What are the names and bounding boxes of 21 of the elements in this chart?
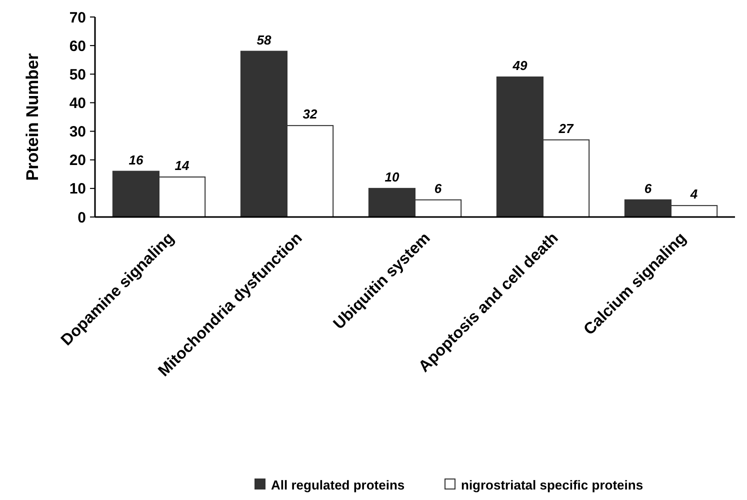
y-tick-label: 30 [69, 124, 86, 141]
data-label: 14 [174, 158, 190, 173]
data-label: 32 [302, 106, 318, 122]
data-label: 16 [128, 152, 144, 168]
y-tick-label: 0 [78, 209, 86, 226]
data-label: 27 [558, 120, 574, 136]
y-tick-label: 70 [69, 9, 86, 26]
y-tick-label: 10 [69, 180, 86, 198]
y-tick-label: 60 [69, 38, 86, 55]
y-tick-label: 40 [69, 94, 86, 112]
data-label: 6 [644, 180, 652, 196]
legend-label: All regulated proteins [271, 478, 405, 493]
y-tick-label: 20 [69, 152, 86, 170]
data-label: 4 [689, 186, 698, 202]
data-label: 10 [384, 169, 400, 184]
legend-label: nigrostriatal specific proteins [461, 478, 644, 493]
data-label: 6 [434, 180, 442, 196]
data-label: 49 [512, 58, 528, 73]
y-axis-title: Protein Number [23, 52, 42, 181]
data-label: 58 [256, 32, 272, 48]
y-tick-label: 50 [69, 66, 86, 84]
